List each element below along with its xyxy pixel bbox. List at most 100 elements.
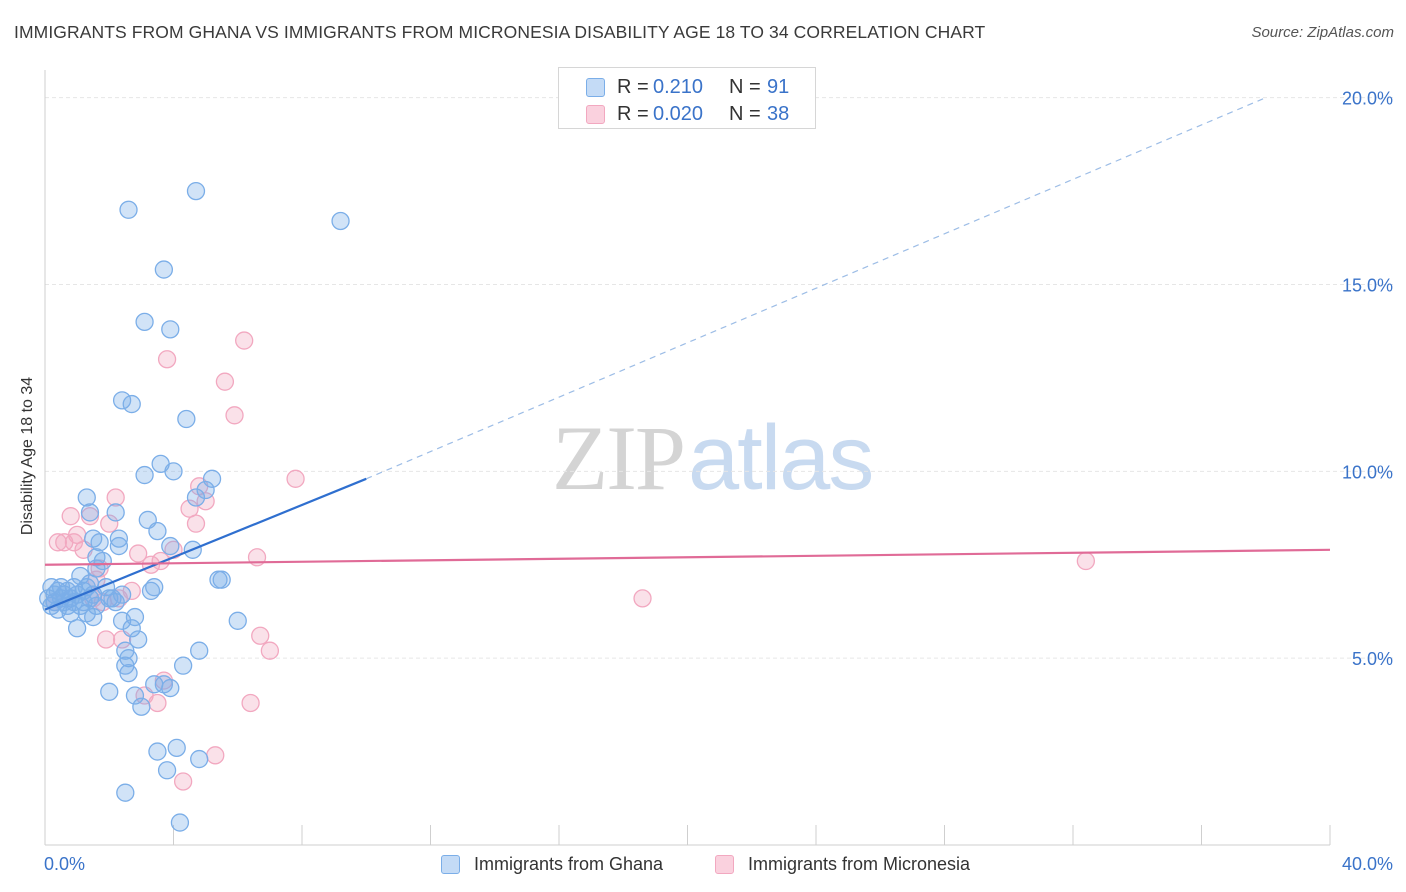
ghana-point-56 — [132, 697, 151, 716]
micronesia-point-18 — [129, 544, 148, 563]
ghana-point-90 — [331, 211, 350, 231]
micronesia-point-41 — [1076, 551, 1095, 571]
x-tick-label-1: 40.0% — [1342, 854, 1393, 874]
ghana-point-52 — [125, 607, 145, 627]
ghana-point-89 — [186, 181, 206, 201]
legend-label-ghana: Immigrants from Ghana — [474, 853, 664, 874]
legend-item-micronesia: Immigrants from Micronesia — [715, 852, 970, 876]
source-credit: Source: ZipAtlas.com — [1251, 24, 1394, 41]
micronesia-point-14 — [106, 488, 125, 507]
micronesia-point-38 — [260, 641, 280, 660]
ghana-point-44 — [112, 585, 132, 604]
micronesia-point-26 — [173, 772, 193, 791]
watermark-zip: ZIP — [552, 407, 686, 509]
ghana-point-43 — [109, 536, 129, 556]
r-label: R = — [617, 75, 649, 98]
ghana-point-53 — [129, 630, 148, 649]
y-axis-label: Disability Age 18 to 34 — [19, 376, 36, 536]
ghana-point-68 — [161, 678, 180, 698]
ghana-point-73 — [177, 409, 196, 429]
ghana-point-71 — [170, 813, 190, 832]
ghana-point-40 — [106, 592, 125, 612]
ghana-point-79 — [202, 469, 222, 488]
micronesia-point-32 — [225, 406, 244, 425]
watermark-atlas: atlas — [688, 407, 874, 509]
micronesia-trend-line — [44, 548, 1331, 566]
ghana-point-50 — [122, 619, 141, 638]
ghana-point-84 — [112, 391, 132, 410]
stats-legend-row-micronesia: R = 0.020 N = 38 — [559, 101, 789, 127]
micronesia-point-21 — [148, 693, 167, 713]
ghana-point-81 — [212, 570, 231, 589]
ghana-swatch — [586, 77, 605, 97]
watermark: ZIPatlas — [552, 405, 874, 511]
chart-title: IMMIGRANTS FROM GHANA VS IMMIGRANTS FROM… — [14, 22, 986, 42]
n-value: 38 — [767, 102, 790, 125]
ghana-trend-extension — [366, 97, 1266, 480]
y-tick-label-3: 20.0% — [1342, 89, 1393, 109]
ghana-point-77 — [190, 749, 209, 769]
stats-legend-row-ghana: R = 0.210 N = 91 — [559, 74, 789, 100]
ghana-point-42 — [109, 529, 129, 548]
micronesia-point-1 — [48, 533, 67, 552]
ghana-legend-swatch — [441, 854, 460, 874]
r-value: 0.210 — [653, 75, 704, 98]
ghana-point-55 — [116, 783, 135, 802]
y-tick-label-2: 15.0% — [1342, 276, 1393, 296]
ghana-point-20 — [71, 566, 90, 586]
ghana-point-78 — [196, 480, 215, 500]
micronesia-point-34 — [235, 331, 254, 350]
y-tick-label-0: 5.0% — [1352, 649, 1393, 669]
micronesia-point-12 — [96, 630, 116, 649]
n-label: N = — [729, 75, 761, 98]
ghana-point-86 — [161, 320, 180, 339]
ghana-point-18 — [67, 619, 87, 638]
ghana-point-83 — [122, 394, 141, 414]
ghana-point-88 — [119, 200, 138, 219]
n-value: 91 — [767, 75, 790, 98]
y-tick-label-1: 10.0% — [1342, 462, 1393, 482]
ghana-point-85 — [135, 312, 154, 332]
ghana-point-35 — [90, 533, 109, 552]
r-value: 0.020 — [653, 102, 704, 125]
ghana-point-72 — [173, 656, 193, 675]
micronesia-point-31 — [206, 746, 225, 765]
ghana-point-66 — [157, 761, 177, 780]
ghana-point-87 — [154, 260, 174, 279]
ghana-point-51 — [125, 686, 145, 705]
micronesia-swatch — [586, 104, 605, 124]
ghana-point-36 — [93, 551, 112, 571]
ghana-point-60 — [145, 578, 164, 597]
micronesia-point-39 — [286, 469, 305, 488]
r-label: R = — [617, 102, 649, 125]
ghana-point-57 — [135, 465, 154, 485]
micronesia-point-17 — [122, 581, 141, 601]
legend-label-micronesia: Immigrants from Micronesia — [748, 853, 971, 874]
micronesia-point-24 — [157, 350, 177, 369]
ghana-point-67 — [161, 536, 180, 556]
x-tick-label-0: 0.0% — [44, 854, 85, 874]
ghana-point-70 — [167, 738, 186, 757]
ghana-point-63 — [148, 742, 167, 761]
ghana-point-49 — [119, 663, 138, 683]
micronesia-point-40 — [633, 589, 652, 608]
micronesia-point-3 — [61, 507, 80, 526]
micronesia-point-28 — [186, 514, 206, 533]
micronesia-point-35 — [241, 693, 260, 713]
ghana-point-75 — [186, 488, 206, 507]
micronesia-point-13 — [100, 514, 119, 533]
ghana-point-76 — [190, 641, 209, 660]
micronesia-legend-swatch — [715, 854, 734, 874]
ghana-point-62 — [148, 521, 167, 541]
ghana-point-31 — [77, 488, 96, 507]
ghana-trend-line — [44, 477, 367, 611]
ghana-point-54 — [100, 682, 119, 701]
micronesia-point-37 — [251, 626, 270, 645]
legend-item-ghana: Immigrants from Ghana — [441, 852, 663, 876]
ghana-point-32 — [80, 503, 100, 522]
n-label: N = — [729, 102, 761, 125]
ghana-point-41 — [106, 503, 125, 522]
ghana-point-82 — [228, 611, 247, 630]
micronesia-point-33 — [215, 372, 235, 391]
